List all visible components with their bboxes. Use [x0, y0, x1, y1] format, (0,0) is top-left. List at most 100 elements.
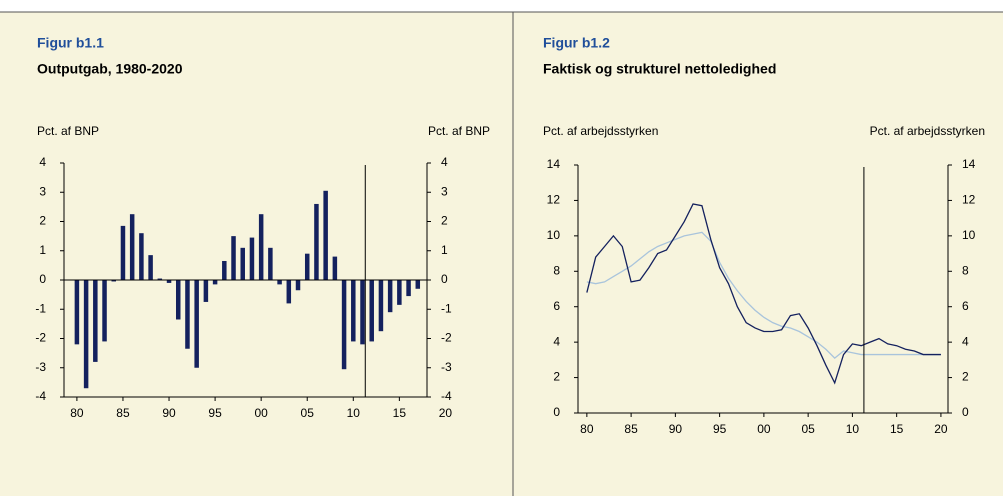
- bar: [341, 280, 347, 370]
- y-tick-label: -3: [35, 360, 46, 374]
- y-tick-label: 6: [553, 299, 560, 313]
- bar: [231, 236, 236, 280]
- y2-tick-label: 14: [962, 157, 976, 171]
- y-axis-label: Pct. af arbejdsstyrken: [543, 124, 658, 138]
- y2-tick-label: 4: [441, 155, 448, 169]
- y2-tick-label: -1: [441, 301, 452, 315]
- y2-axis-label: Pct. af arbejdsstyrken: [870, 124, 985, 138]
- series-line: [586, 203, 941, 385]
- y-tick-label: 2: [39, 214, 46, 228]
- bar: [240, 247, 245, 280]
- x-tick-label: 90: [162, 406, 176, 420]
- bar: [120, 225, 126, 280]
- bar: [249, 237, 255, 280]
- bar: [111, 280, 117, 282]
- y2-tick-label: 10: [962, 228, 976, 242]
- y-tick-label: -2: [35, 331, 46, 345]
- x-tick-label: 20: [934, 422, 948, 436]
- bar: [369, 280, 374, 342]
- bar: [93, 280, 98, 362]
- y2-tick-label: 8: [962, 263, 969, 277]
- bar: [304, 253, 310, 280]
- y2-tick-label: 6: [962, 299, 969, 313]
- y-tick-label: 12: [547, 193, 561, 207]
- bar: [351, 280, 356, 342]
- x-tick-label: 85: [624, 422, 638, 436]
- x-tick-label: 10: [846, 422, 860, 436]
- bar: [102, 280, 107, 342]
- bar: [295, 280, 301, 291]
- y-tick-label: 4: [553, 334, 560, 348]
- y-tick-label: 1: [39, 243, 46, 257]
- x-tick-label: 20: [439, 406, 453, 420]
- bar: [378, 280, 384, 332]
- x-tick-label: 95: [713, 422, 727, 436]
- y-tick-label: -1: [35, 301, 46, 315]
- bar: [139, 233, 144, 280]
- figure-label: Figur b1.2: [543, 35, 610, 51]
- x-tick-label: 10: [347, 406, 361, 420]
- bar: [258, 214, 264, 280]
- bar: [185, 280, 190, 349]
- bar: [222, 260, 227, 280]
- y-tick-label: 8: [553, 263, 560, 277]
- x-tick-label: 05: [801, 422, 815, 436]
- y2-tick-label: -4: [441, 389, 452, 403]
- y-tick-label: 14: [547, 157, 561, 171]
- y-tick-label: 4: [39, 155, 46, 169]
- bar: [194, 280, 199, 368]
- bar: [286, 280, 292, 304]
- bar: [74, 280, 80, 345]
- y2-tick-label: 1: [441, 243, 448, 257]
- y2-tick-label: 3: [441, 184, 448, 198]
- y2-tick-label: 2: [962, 370, 969, 384]
- x-tick-label: 95: [208, 406, 222, 420]
- bar: [406, 280, 411, 297]
- bar: [387, 280, 393, 313]
- y2-tick-label: 4: [962, 334, 969, 348]
- y-axis-label: Pct. af BNP: [37, 124, 99, 138]
- x-tick-label: 80: [580, 422, 594, 436]
- bar: [157, 278, 163, 280]
- bar: [415, 280, 421, 289]
- y2-tick-label: 12: [962, 193, 976, 207]
- bar: [397, 280, 402, 305]
- bar: [129, 214, 135, 280]
- x-tick-label: 85: [116, 406, 130, 420]
- y2-tick-label: 2: [441, 214, 448, 228]
- bar: [83, 280, 89, 389]
- chart-title: Faktisk og strukturel nettoledighed: [543, 61, 776, 77]
- bar: [323, 190, 328, 280]
- x-tick-label: 15: [393, 406, 407, 420]
- x-tick-label: 00: [254, 406, 268, 420]
- y-tick-label: 0: [39, 272, 46, 286]
- bar: [360, 280, 365, 345]
- bar: [175, 280, 181, 320]
- y2-axis-label: Pct. af BNP: [428, 124, 490, 138]
- bar: [212, 280, 218, 285]
- x-tick-label: 80: [70, 406, 84, 420]
- x-tick-label: 00: [757, 422, 771, 436]
- chart-title: Outputgab, 1980-2020: [37, 61, 183, 77]
- bar: [332, 256, 338, 280]
- x-tick-label: 90: [669, 422, 683, 436]
- y2-tick-label: 0: [441, 272, 448, 286]
- series-line: [586, 231, 941, 359]
- background: [0, 12, 1003, 496]
- bar: [277, 280, 282, 285]
- bar: [166, 280, 172, 283]
- bar: [203, 280, 209, 302]
- y2-tick-label: -2: [441, 331, 452, 345]
- y2-tick-label: -3: [441, 360, 452, 374]
- bar: [148, 255, 153, 280]
- figure-label: Figur b1.1: [37, 35, 104, 51]
- bar: [314, 203, 319, 280]
- y-tick-label: 10: [547, 228, 561, 242]
- y-tick-label: 0: [553, 405, 560, 419]
- x-tick-label: 05: [301, 406, 315, 420]
- y-tick-label: 2: [553, 370, 560, 384]
- x-tick-label: 15: [890, 422, 904, 436]
- y2-tick-label: 0: [962, 405, 969, 419]
